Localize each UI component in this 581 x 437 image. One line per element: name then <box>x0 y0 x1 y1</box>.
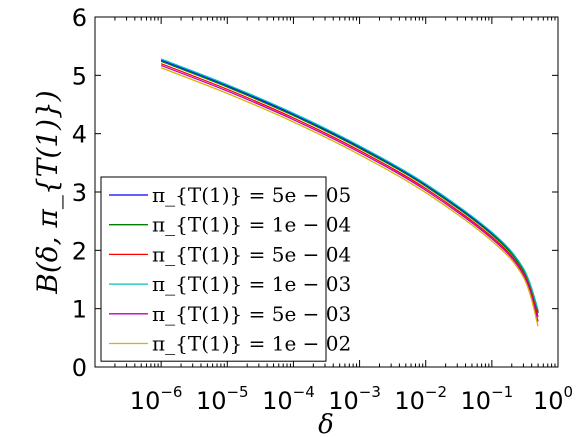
legend-box <box>100 176 327 362</box>
y-tick-label: 6 <box>72 4 87 32</box>
y-axis: 0 1 2 3 4 5 6 <box>72 4 558 382</box>
x-tick-label: 10−4 <box>262 383 315 415</box>
x-tick-label: 10−6 <box>130 383 183 415</box>
x-tick-label: 10−2 <box>394 383 447 415</box>
legend-label: π_{T(1)} = 1e − 04 <box>152 213 351 237</box>
series-line-5 <box>160 64 539 322</box>
legend-label: π_{T(1)} = 5e − 05 <box>152 183 351 207</box>
series-line-3 <box>160 63 539 318</box>
y-axis-label: B(δ, π_{T(1)}) <box>31 90 64 294</box>
series-line-4 <box>160 58 539 311</box>
x-axis-label: δ <box>318 410 334 437</box>
y-tick-label: 5 <box>72 62 87 90</box>
legend-label: π_{T(1)} = 5e − 04 <box>152 242 351 266</box>
legend-label: π_{T(1)} = 1e − 03 <box>152 272 351 296</box>
x-tick-label: 10−1 <box>461 383 514 415</box>
y-tick-label: 1 <box>72 296 87 324</box>
series-layer <box>160 58 539 327</box>
series-line-6 <box>160 67 539 327</box>
y-tick-label: 0 <box>72 354 87 382</box>
x-tick-label: 100 <box>533 383 573 415</box>
y-tick-label: 2 <box>72 237 87 265</box>
legend-label: π_{T(1)} = 5e − 03 <box>152 302 351 326</box>
legend: π_{T(1)} = 5e − 05 π_{T(1)} = 1e − 04 π_{T… <box>100 176 351 362</box>
series-line-2 <box>160 60 539 314</box>
y-tick-label: 4 <box>72 121 87 149</box>
x-tick-label: 10−3 <box>328 383 381 415</box>
y-tick-label: 3 <box>72 179 87 207</box>
x-axis: 10−6 10−5 10−4 10−3 10−2 10−1 100 <box>94 17 573 415</box>
x-tick-label: 10−5 <box>196 383 249 415</box>
legend-label: π_{T(1)} = 1e − 02 <box>152 332 351 356</box>
